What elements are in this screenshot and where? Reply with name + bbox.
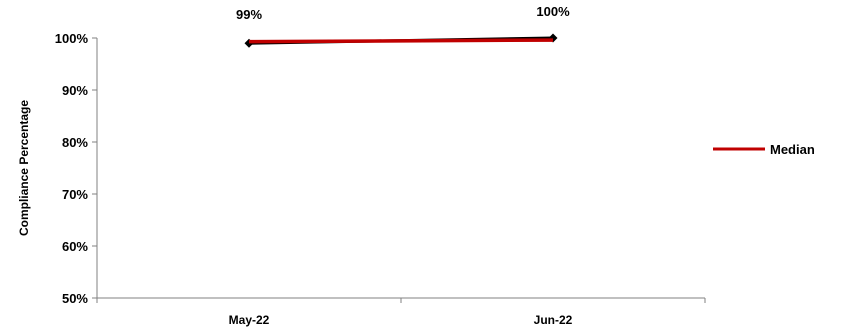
x-tick-label: May-22 [229, 313, 270, 327]
y-tick-label: 60% [62, 239, 88, 254]
series-layer [244, 33, 558, 48]
legend: Median [713, 142, 815, 157]
axes [96, 38, 705, 299]
y-tick-label: 80% [62, 135, 88, 150]
series-line-median [248, 38, 554, 44]
y-tick-label: 90% [62, 83, 88, 98]
y-tick-label: 70% [62, 187, 88, 202]
data-label: 100% [536, 4, 570, 19]
y-axis-title: Compliance Percentage [17, 100, 31, 236]
x-axis-ticks: May-22 Jun-22 [96, 298, 706, 327]
data-labels: 99% 100% [236, 4, 570, 22]
legend-label-median: Median [770, 142, 815, 157]
y-tick-label: 100% [55, 31, 89, 46]
y-tick-label: 50% [62, 291, 88, 306]
x-tick-label: Jun-22 [534, 313, 573, 327]
data-label: 99% [236, 7, 262, 22]
y-axis-ticks: 50% 60% 70% 80% 90% 100% [55, 31, 97, 306]
